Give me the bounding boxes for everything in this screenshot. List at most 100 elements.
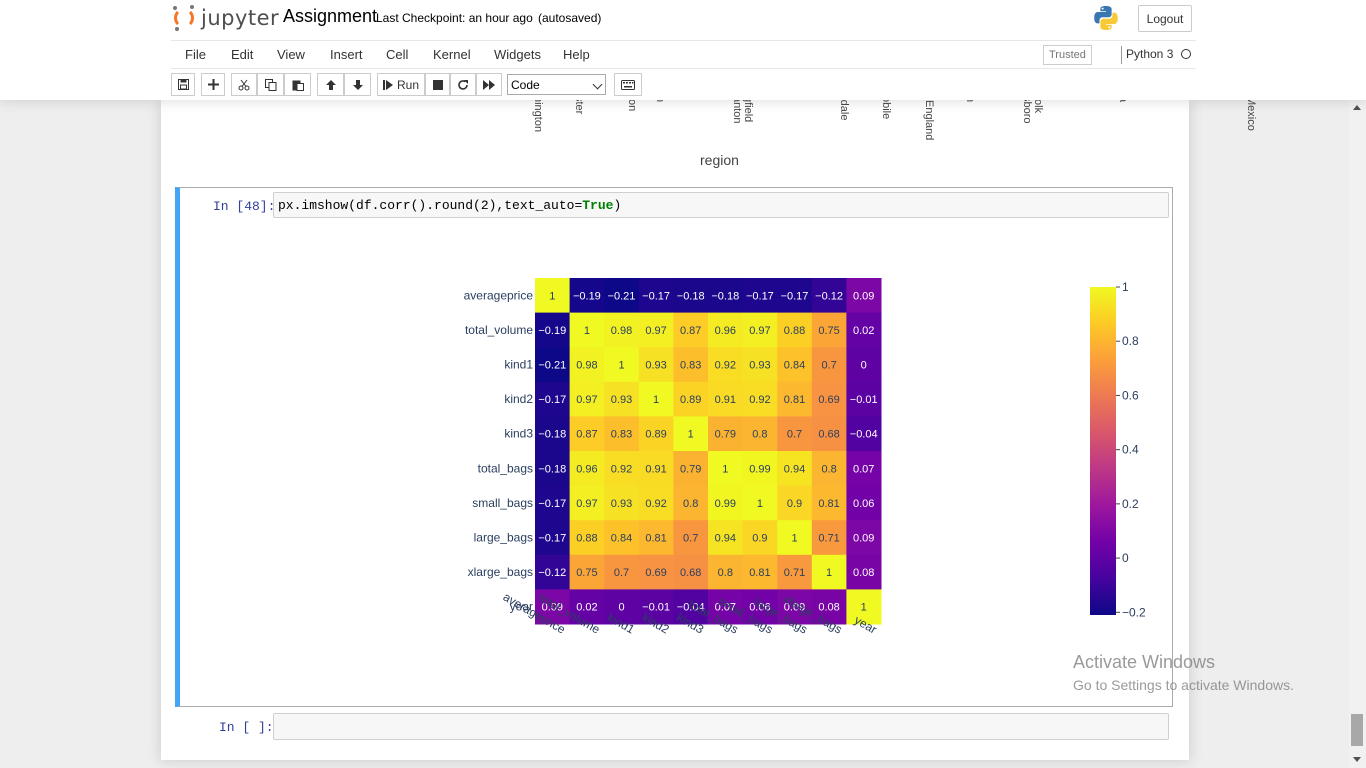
copy-button[interactable] [257, 73, 284, 96]
menu-insert[interactable]: Insert [330, 47, 363, 62]
code-editor[interactable] [273, 713, 1169, 740]
heatmap-cell[interactable] [708, 312, 744, 348]
menu-edit[interactable]: Edit [231, 47, 254, 62]
heatmap-cell[interactable] [777, 451, 813, 487]
heatmap-cell[interactable] [846, 278, 882, 314]
heatmap-cell[interactable] [811, 485, 847, 521]
heatmap-cell[interactable] [535, 312, 571, 348]
heatmap-cell[interactable] [535, 278, 571, 314]
insert-cell-button[interactable] [201, 73, 225, 96]
heatmap-cell[interactable] [742, 312, 778, 348]
heatmap-cell[interactable] [569, 347, 605, 383]
save-button[interactable] [171, 73, 195, 96]
heatmap-cell[interactable] [638, 312, 674, 348]
heatmap-cell[interactable] [811, 554, 847, 590]
heatmap-cell[interactable] [535, 554, 571, 590]
heatmap-cell[interactable] [777, 416, 813, 452]
heatmap-cell[interactable] [846, 381, 882, 417]
code-editor[interactable]: px.imshow(df.corr().round(2),text_auto=T… [273, 192, 1169, 218]
heatmap-cell[interactable] [604, 381, 640, 417]
heatmap-cell[interactable] [638, 347, 674, 383]
cut-button[interactable] [231, 73, 257, 96]
menu-cell[interactable]: Cell [386, 47, 409, 62]
heatmap-cell[interactable] [535, 451, 571, 487]
heatmap-cell[interactable] [604, 278, 640, 314]
heatmap-cell[interactable] [673, 589, 709, 625]
heatmap-cell[interactable] [777, 485, 813, 521]
heatmap-cell[interactable] [638, 520, 674, 556]
heatmap-cell[interactable] [569, 589, 605, 625]
heatmap-cell[interactable] [811, 416, 847, 452]
heatmap-cell[interactable] [777, 589, 813, 625]
restart-run-all-button[interactable] [476, 73, 502, 96]
heatmap-cell[interactable] [604, 520, 640, 556]
heatmap-cell[interactable] [742, 554, 778, 590]
heatmap-cell[interactable] [535, 520, 571, 556]
heatmap-cell[interactable] [777, 278, 813, 314]
selected-code-cell[interactable]: In [48]: px.imshow(df.corr().round(2),te… [175, 187, 1173, 707]
heatmap-cell[interactable] [708, 416, 744, 452]
heatmap-cell[interactable] [673, 381, 709, 417]
heatmap-cell[interactable] [708, 381, 744, 417]
heatmap-cell[interactable] [811, 520, 847, 556]
menu-kernel[interactable]: Kernel [433, 47, 471, 62]
heatmap-cell[interactable] [846, 589, 882, 625]
heatmap-cell[interactable] [777, 520, 813, 556]
command-palette-button[interactable] [614, 73, 642, 96]
scroll-down-arrow-icon[interactable] [1353, 757, 1361, 762]
heatmap-cell[interactable] [604, 347, 640, 383]
paste-button[interactable] [284, 73, 311, 96]
heatmap-cell[interactable] [742, 451, 778, 487]
heatmap-cell[interactable] [846, 347, 882, 383]
heatmap-cell[interactable] [604, 451, 640, 487]
heatmap-cell[interactable] [708, 485, 744, 521]
menu-view[interactable]: View [277, 47, 305, 62]
menu-widgets[interactable]: Widgets [494, 47, 541, 62]
heatmap-cell[interactable] [604, 416, 640, 452]
heatmap-cell[interactable] [742, 416, 778, 452]
heatmap-cell[interactable] [638, 451, 674, 487]
logout-button[interactable]: Logout [1138, 5, 1192, 32]
heatmap-cell[interactable] [673, 554, 709, 590]
heatmap-cell[interactable] [708, 554, 744, 590]
move-down-button[interactable] [344, 73, 371, 96]
heatmap-cell[interactable] [708, 278, 744, 314]
heatmap-cell[interactable] [569, 485, 605, 521]
heatmap-cell[interactable] [742, 347, 778, 383]
scroll-up-arrow-icon[interactable] [1353, 105, 1361, 110]
heatmap-cell[interactable] [742, 278, 778, 314]
correlation-heatmap[interactable]: 1 −0.19 −0.21 −0.17 −0.18 −0.18 −0.17 −0.17 −0.1… [180, 188, 1173, 706]
page-scrollbar[interactable] [1349, 100, 1366, 768]
heatmap-cell[interactable] [777, 381, 813, 417]
heatmap-cell[interactable] [569, 520, 605, 556]
heatmap-cell[interactable] [638, 554, 674, 590]
heatmap-cell[interactable] [638, 416, 674, 452]
heatmap-cell[interactable] [535, 589, 571, 625]
heatmap-cell[interactable] [604, 312, 640, 348]
heatmap-cell[interactable] [811, 278, 847, 314]
heatmap-cell[interactable] [638, 485, 674, 521]
scrollbar-thumb[interactable] [1351, 714, 1363, 746]
heatmap-cell[interactable] [604, 485, 640, 521]
restart-button[interactable] [450, 73, 476, 96]
empty-code-cell[interactable]: In [ ]: [175, 708, 1173, 740]
heatmap-cell[interactable] [846, 451, 882, 487]
heatmap-cell[interactable] [811, 451, 847, 487]
heatmap-cell[interactable] [811, 589, 847, 625]
heatmap-cell[interactable] [742, 589, 778, 625]
run-button[interactable]: Run [377, 73, 425, 96]
heatmap-cell[interactable] [535, 485, 571, 521]
heatmap-cell[interactable] [708, 589, 744, 625]
heatmap-cell[interactable] [777, 312, 813, 348]
heatmap-cell[interactable] [673, 312, 709, 348]
heatmap-cell[interactable] [811, 312, 847, 348]
heatmap-cell[interactable] [742, 520, 778, 556]
heatmap-cell[interactable] [777, 347, 813, 383]
heatmap-cell[interactable] [846, 312, 882, 348]
heatmap-cell[interactable] [569, 451, 605, 487]
heatmap-cell[interactable] [846, 520, 882, 556]
trusted-badge[interactable]: Trusted [1043, 45, 1092, 65]
heatmap-cell[interactable] [673, 520, 709, 556]
jupyter-logo[interactable]: jupyter [173, 4, 279, 32]
heatmap-cell[interactable] [846, 554, 882, 590]
